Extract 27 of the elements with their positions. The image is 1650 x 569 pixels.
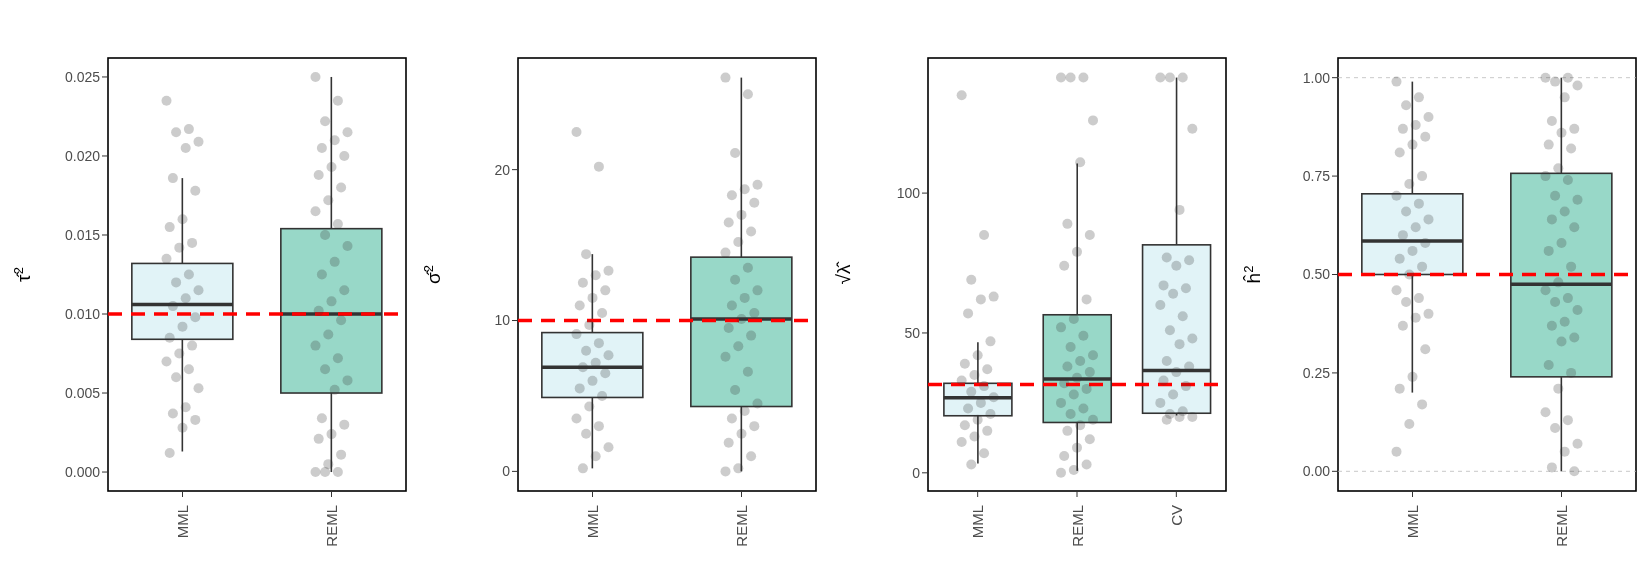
- y-tick-label: 0: [502, 463, 511, 480]
- x-tick-label: REML: [1068, 505, 1086, 547]
- y-tick-label: 0.00: [1302, 463, 1331, 480]
- y-tick-label: 100: [896, 185, 921, 202]
- y-tick-label: 0.025: [64, 68, 101, 85]
- x-tick-label: REML: [733, 505, 750, 547]
- x-tick-label: MML: [174, 505, 191, 539]
- y-tick-label: 0.000: [64, 464, 101, 481]
- y-tick-label: 0.005: [64, 384, 101, 401]
- y-tick-label: 0: [912, 464, 921, 481]
- y-tick-label: 50: [904, 324, 921, 341]
- y-tick-label: 0.010: [64, 305, 101, 322]
- y-tick-label: 0.50: [1302, 266, 1331, 283]
- x-tick-label: REML: [323, 505, 340, 547]
- x-tick-label: MML: [584, 505, 601, 539]
- x-tick-label: MML: [1404, 505, 1421, 539]
- y-tick-label: 20: [494, 161, 511, 178]
- x-tick-label: CV: [1167, 505, 1185, 526]
- x-tick-label: MML: [969, 505, 987, 539]
- y-tick-label: 0.020: [64, 147, 101, 164]
- y-tick-label: 0.25: [1302, 364, 1331, 381]
- y-tick-label: 0.75: [1302, 168, 1331, 185]
- y-tick-label: 0.015: [64, 226, 101, 243]
- y-tick-label: 1.00: [1302, 69, 1331, 86]
- x-tick-label: REML: [1553, 505, 1570, 547]
- y-axis-title: √λ̂: [833, 260, 854, 285]
- y-tick-label: 10: [494, 312, 511, 329]
